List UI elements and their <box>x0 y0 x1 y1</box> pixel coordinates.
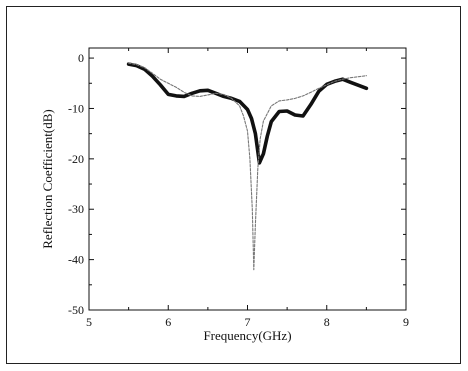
y-tick-label: 0 <box>78 51 84 65</box>
y-tick-label: -20 <box>68 152 84 166</box>
x-tick-label: 9 <box>403 315 409 329</box>
tick-labels: 5 6 7 8 9 0 -10 -20 -30 -40 -50 <box>68 51 409 329</box>
x-tick-label: 6 <box>165 315 171 329</box>
y-tick-label: -10 <box>68 101 84 115</box>
series-line-2 <box>128 62 367 271</box>
x-axis-label: Frequency(GHz) <box>203 328 291 343</box>
y-tick-label: -50 <box>68 303 84 317</box>
y-axis-label: Reflection Coefficient(dB) <box>40 109 55 248</box>
series-layer <box>126 62 369 271</box>
y-tick-label: -40 <box>68 253 84 267</box>
axis-ticks <box>88 48 407 311</box>
plot-area <box>88 47 407 311</box>
x-tick-label: 5 <box>86 315 92 329</box>
x-tick-label: 8 <box>324 315 330 329</box>
x-tick-label: 7 <box>245 315 251 329</box>
chart-frame <box>6 6 461 364</box>
series-line-1 <box>126 62 369 165</box>
y-tick-label: -30 <box>68 202 84 216</box>
